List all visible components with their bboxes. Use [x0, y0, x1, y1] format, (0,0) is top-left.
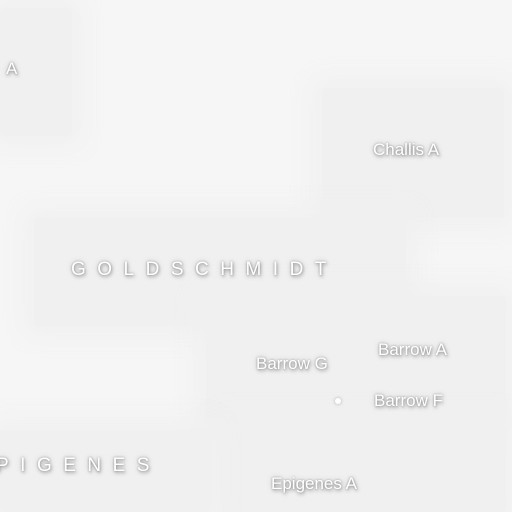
crater-label-challis-a[interactable]: Challis A: [373, 140, 440, 159]
crater-label-cut-off-a[interactable]: A: [6, 59, 18, 78]
terrain-tile: [0, 8, 72, 136]
terrain-tile: [322, 88, 504, 218]
region-label-epigenes[interactable]: PIGENES: [0, 455, 161, 476]
terrain-tile: [222, 424, 506, 512]
crater-label-epigenes-a[interactable]: Epigenes A: [271, 474, 358, 493]
crater-label-barrow-a[interactable]: Barrow A: [378, 340, 447, 359]
crater-label-barrow-f[interactable]: Barrow F: [374, 391, 443, 410]
terrain-tile: [0, 430, 210, 512]
region-label-goldschmidt[interactable]: GOLDSCHMIDT: [71, 259, 338, 280]
terrain-tile: [206, 296, 506, 422]
crater-marker-dot[interactable]: [335, 398, 341, 404]
crater-label-barrow-g[interactable]: Barrow G: [256, 354, 328, 373]
